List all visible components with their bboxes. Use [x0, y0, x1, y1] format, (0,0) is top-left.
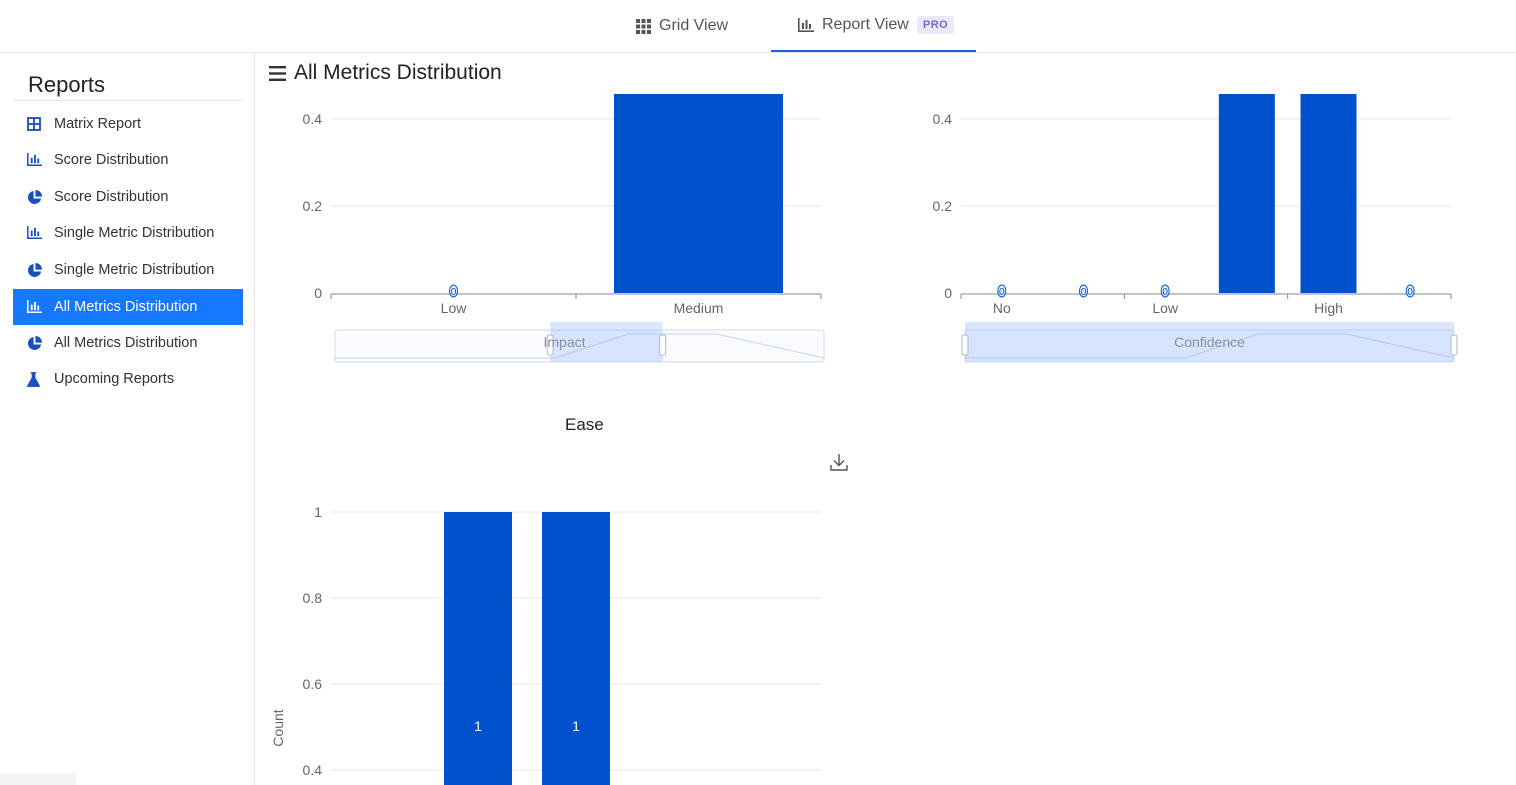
zoom-slider-handle [546, 334, 554, 356]
data-label: 0 [1407, 287, 1413, 298]
y-tick-label: 0 [314, 285, 322, 301]
bar-chart-icon [27, 226, 42, 240]
bar [1218, 94, 1275, 293]
grid-icon [636, 18, 651, 34]
reports-sidebar: Reports Matrix Report Score Distribution S… [0, 53, 255, 785]
sidebar-item-all-metrics-distribution[interactable]: All Metrics Distribution [13, 325, 243, 361]
zoom-slider-shadow [965, 333, 1455, 359]
data-label-bubble [449, 284, 458, 298]
x-tick-label: Low [441, 300, 468, 316]
y-tick-label: 0.6 [303, 676, 323, 692]
data-label-bubble [1405, 284, 1415, 298]
data-label: 0 [1162, 287, 1168, 298]
bar [614, 94, 783, 293]
x-tick-label: No [993, 300, 1011, 316]
sidebar-item-label: All Metrics Distribution [54, 335, 198, 351]
zoom-slider-handle [659, 334, 667, 356]
x-tick-label: Medium [674, 300, 724, 316]
bar-data-label: 1 [572, 718, 580, 734]
pie-chart-icon [27, 263, 42, 277]
y-tick-label: 0.4 [933, 111, 953, 127]
data-label-bubble [1160, 284, 1170, 298]
bar-chart-icon [27, 300, 42, 314]
menu-icon[interactable] [269, 65, 286, 81]
bar-chart-icon [798, 18, 814, 32]
x-tick-label: High [1314, 300, 1343, 316]
chart-ease-title: Ease [565, 415, 604, 434]
bar-data-label: 1 [474, 718, 482, 734]
zoom-slider-label: Confidence [1174, 334, 1245, 350]
data-label: 0 [1081, 287, 1087, 298]
zoom-slider-window [965, 322, 1454, 362]
sidebar-item-all-metrics-distribution[interactable]: All Metrics Distribution [13, 289, 243, 325]
data-label: 0 [451, 287, 457, 298]
pie-chart-icon [27, 190, 42, 204]
tab-grid-label: Grid View [659, 17, 729, 34]
sidebar-item-label: Score Distribution [54, 152, 169, 168]
tab-report-label: Report View [822, 16, 909, 33]
page-header: All Metrics Distribution [269, 61, 502, 85]
y-tick-label: 0.2 [933, 198, 953, 214]
data-label-bubble [1079, 284, 1088, 298]
y-tick-label: 0.8 [303, 590, 323, 606]
y-tick-label: 0.4 [303, 762, 323, 778]
sidebar-item-single-metric-distribution[interactable]: Single Metric Distribution [13, 215, 243, 251]
sidebar-item-label: All Metrics Distribution [54, 299, 198, 315]
sidebar-item-label: Score Distribution [54, 189, 169, 205]
sidebar-item-label: Matrix Report [54, 116, 142, 132]
y-tick-label: 0 [944, 285, 952, 301]
y-tick-label: 1 [314, 504, 322, 520]
sidebar-item-label: Upcoming Reports [54, 371, 175, 387]
data-label-bubble [997, 284, 1007, 298]
corner-widget [0, 773, 76, 785]
bar [542, 512, 610, 785]
bar [444, 512, 512, 785]
sidebar-item-upcoming-reports[interactable]: Upcoming Reports [13, 361, 243, 397]
tab-grid-view[interactable]: Grid View [636, 0, 728, 52]
pie-chart-icon [27, 336, 42, 350]
sidebar-item-score-distribution[interactable]: Score Distribution [13, 142, 243, 178]
bar-chart-icon [27, 153, 42, 167]
tab-report-view[interactable]: Report View PRO [771, 0, 976, 52]
zoom-slider-handle [961, 334, 969, 356]
sidebar-divider [14, 100, 243, 101]
data-label: 0 [999, 287, 1005, 298]
y-axis-label: Count [270, 709, 286, 746]
x-tick-label: Low [1152, 300, 1179, 316]
pro-badge: PRO [916, 16, 955, 34]
y-tick-label: 0.2 [303, 198, 323, 214]
sidebar-item-label: Single Metric Distribution [54, 262, 215, 278]
grid-icon [27, 117, 41, 131]
page-title: All Metrics Distribution [294, 61, 502, 84]
view-tabs: Grid View Report View PRO [0, 0, 1516, 53]
sidebar-title: Reports [28, 72, 106, 97]
sidebar-item-single-metric-distribution[interactable]: Single Metric Distribution [13, 252, 243, 288]
y-tick-label: 0.4 [303, 111, 323, 127]
flask-icon [27, 372, 41, 387]
sidebar-item-matrix-report[interactable]: Matrix Report [13, 106, 243, 142]
bar [1300, 94, 1357, 293]
sidebar-item-label: Single Metric Distribution [54, 225, 215, 241]
zoom-slider-handle [1450, 334, 1458, 356]
zoom-slider-label: Impact [543, 334, 585, 350]
zoom-slider-shadow [335, 333, 825, 359]
download-icon[interactable] [829, 452, 849, 472]
zoom-slider-track [334, 329, 825, 363]
zoom-slider-window [550, 322, 663, 362]
sidebar-item-score-distribution[interactable]: Score Distribution [13, 179, 243, 215]
